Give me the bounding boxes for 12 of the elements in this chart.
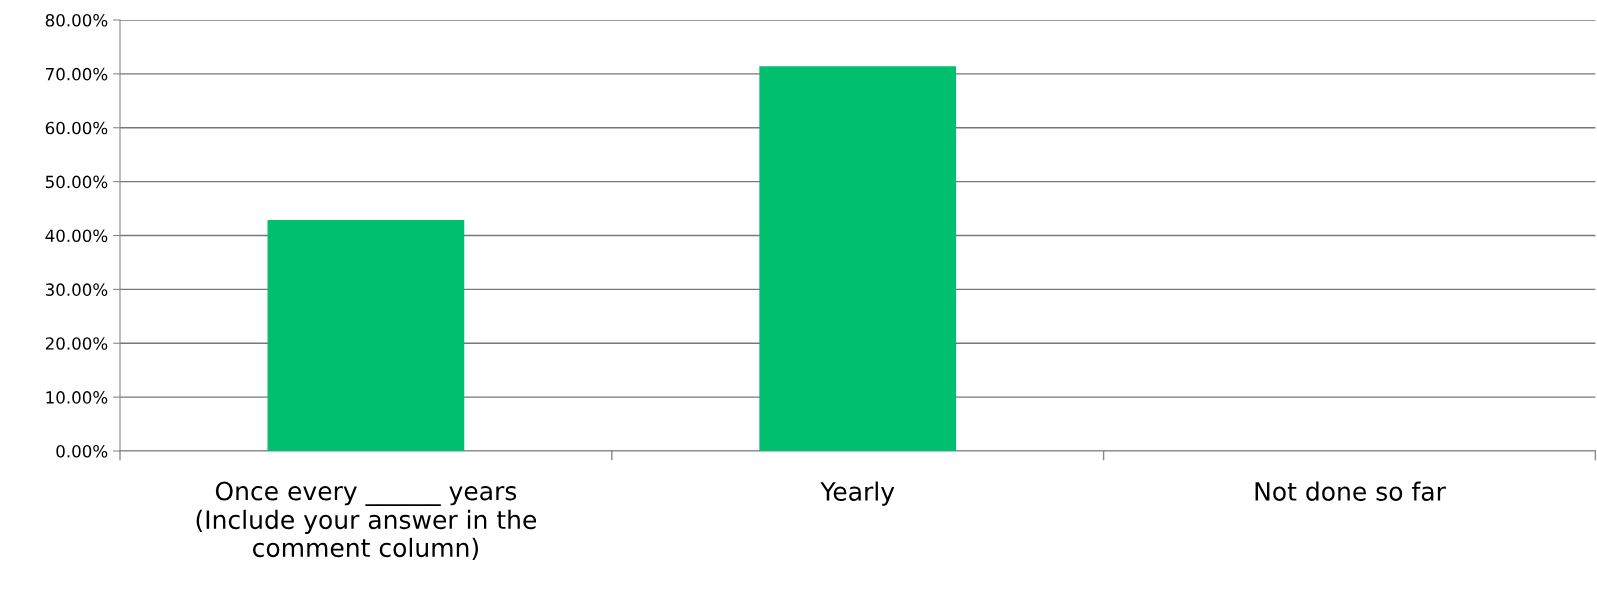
y-tick-label: 70.00% [46, 67, 108, 81]
y-tick-label: 60.00% [45, 121, 108, 135]
y-tick-label: 20.00% [45, 337, 108, 350]
y-tick-label: 40.00% [45, 229, 108, 243]
y-tick-label: 30.00% [45, 283, 108, 296]
y-tick-label: 0.00% [56, 444, 108, 458]
x-tick-label: Yearly [820, 481, 895, 506]
x-tick-label: Not done so far [1255, 481, 1446, 501]
y-tick-label: 50.00% [45, 175, 108, 189]
y-tick-label: 80.00% [45, 13, 108, 27]
y-tick-label: 10.00% [46, 391, 108, 404]
x-tick-label: Once every ______ years (Include your answer in the comment column) [196, 481, 537, 561]
